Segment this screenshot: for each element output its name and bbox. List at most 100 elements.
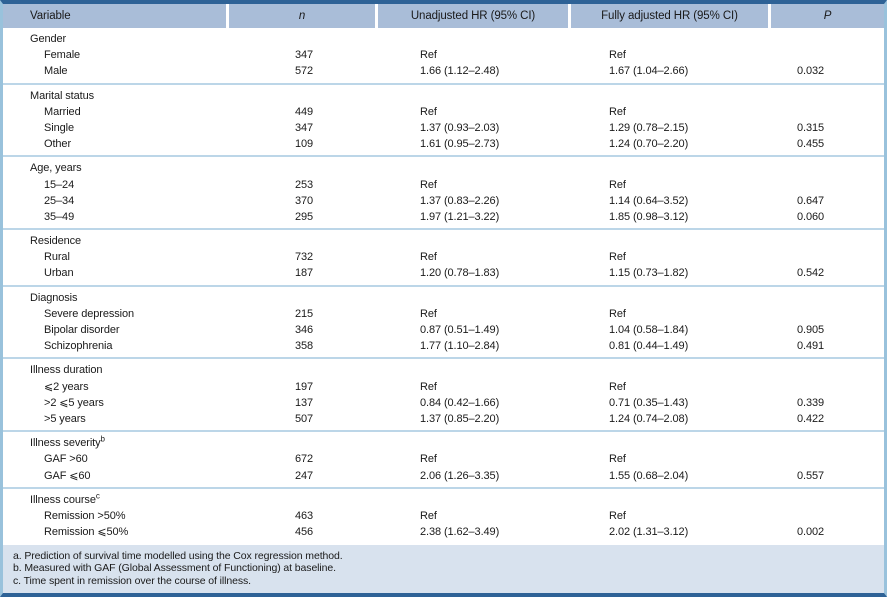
unadjusted-hr-value: Ref [420,307,437,320]
table-row: Remission >50% 463 Ref Ref [3,508,884,524]
section-divider [3,357,884,360]
section-divider [3,82,884,85]
p-value: 0.905 [797,324,825,336]
column-header-n: n [229,4,375,28]
group-row: Age, years [3,160,884,176]
table-section: Illness severityb GAF >60 672 Ref Ref GAF ⩽60… [3,432,884,487]
unadjusted-hr-value: 1.37 (0.93–2.03) [420,121,500,134]
table-section: Residence Rural 732 Ref Ref Urban 187 1.20 (0.7… [3,230,884,285]
n-value: 347 [295,49,314,62]
group-label: Marital status [30,89,95,102]
group-label: Age, years [30,162,82,175]
row-label: Female [44,49,81,62]
table-row: GAF >60 672 Ref Ref [3,451,884,467]
n-value: 507 [295,412,314,425]
adjusted-hr-value: 0.71 (0.35–1.43) [609,396,689,409]
row-label: >5 years [44,412,86,425]
table-section: Illness duration ⩽2 years 197 Ref Ref >2 ⩽5 y… [3,359,884,430]
row-label: GAF >60 [44,453,88,466]
table-row: Single 347 1.37 (0.93–2.03) 1.29 (0.78–2.15… [3,120,884,136]
p-value: 0.557 [797,469,825,482]
adjusted-hr-value: 2.02 (1.31–3.12) [609,526,689,539]
n-value: 449 [295,105,314,118]
n-value: 463 [295,509,314,522]
unadjusted-hr-value: Ref [420,453,437,466]
unadjusted-hr-value: 1.20 (0.78–1.83) [420,267,500,280]
adjusted-hr-value: 1.15 (0.73–1.82) [609,267,689,280]
table-row: Male 572 1.66 (1.12–2.48) 1.67 (1.04–2.66) 0… [3,63,884,79]
p-value: 0.002 [797,526,825,539]
n-value: 295 [295,210,314,223]
table-row: Urban 187 1.20 (0.78–1.83) 1.15 (0.73–1.82)… [3,265,884,281]
table-footnotes: a. Prediction of survival time modelled … [3,544,884,593]
n-value: 672 [295,453,314,466]
p-value: 0.542 [797,267,825,280]
row-label: Schizophrenia [44,340,113,353]
footnote: a. Prediction of survival time modelled … [13,549,343,562]
section-divider [3,486,884,489]
adjusted-hr-value: Ref [609,178,626,191]
table-row: >2 ⩽5 years 137 0.84 (0.42–1.66) 0.71 (0.35… [3,395,884,411]
table-row: ⩽2 years 197 Ref Ref [3,379,884,395]
column-header-fully-adjusted-hr: Fully adjusted HR (95% CI) [571,4,768,28]
p-value [771,104,884,120]
n-value: 346 [295,324,314,336]
footnote-marker: c [95,491,100,501]
table-row: Bipolar disorder 346 0.87 (0.51–1.49) 1.04 … [3,322,884,338]
group-row: Illness severityb [3,435,884,451]
group-label: Illness severityb [30,434,105,450]
footnote: b. Measured with GAF (Global Assessment … [13,562,336,575]
n-value: 247 [295,469,314,482]
unadjusted-hr-value: Ref [420,105,437,118]
group-label: Gender [30,33,67,45]
n-value: 137 [295,396,314,409]
adjusted-hr-value: Ref [609,105,626,118]
p-value: 0.060 [797,210,825,223]
p-value: 0.647 [797,194,825,207]
n-value: 347 [295,121,314,134]
footnote: c. Time spent in remission over the cour… [13,575,251,588]
table-row: Schizophrenia 358 1.77 (1.10–2.84) 0.81 (0.… [3,338,884,354]
adjusted-hr-value: 1.14 (0.64–3.52) [609,194,689,207]
table-row: Female 347 Ref Ref [3,47,884,63]
table-row: Remission ⩽50% 456 2.38 (1.62–3.49) 2.02 (1… [3,524,884,540]
row-label: >2 ⩽5 years [44,396,104,409]
p-value: 0.455 [797,138,825,151]
group-row: Illness coursec [3,492,884,508]
unadjusted-hr-value: 1.61 (0.95–2.73) [420,138,500,151]
table-row: Married 449 Ref Ref [3,104,884,120]
p-value [771,508,884,524]
row-label: Rural [44,251,70,264]
table-row: Severe depression 215 Ref Ref [3,306,884,322]
table-row: 35–49 295 1.97 (1.21–3.22) 1.85 (0.98–3.12)… [3,209,884,225]
n-value: 253 [295,178,314,191]
row-label: Male [44,65,68,78]
adjusted-hr-value: 1.29 (0.78–2.15) [609,121,689,134]
adjusted-hr-value: Ref [609,380,626,393]
n-value: 187 [295,267,314,280]
row-label: 25–34 [44,194,75,207]
p-value [771,177,884,193]
row-label: GAF ⩽60 [44,469,91,482]
n-value: 109 [295,138,314,151]
n-value: 572 [295,65,314,78]
p-value [771,451,884,467]
adjusted-hr-value: 1.67 (1.04–2.66) [609,65,689,78]
column-header-p: P [771,4,884,28]
row-label: Other [44,138,72,151]
table-section: Marital status Married 449 Ref Ref Single 347 1… [3,85,884,156]
group-label: Illness coursec [30,491,100,506]
unadjusted-hr-value: 2.06 (1.26–3.35) [420,469,500,482]
row-label: Single [44,121,74,134]
unadjusted-hr-value: 1.37 (0.85–2.20) [420,412,500,425]
table-row: 15–24 253 Ref Ref [3,177,884,193]
group-row: Marital status [3,88,884,104]
table-row: GAF ⩽60 247 2.06 (1.26–3.35) 1.55 (0.68–2.0… [3,468,884,484]
unadjusted-hr-value: Ref [420,380,437,393]
row-label: Severe depression [44,307,135,320]
n-value: 370 [295,194,314,207]
unadjusted-hr-value: Ref [420,251,437,264]
p-value [771,306,884,322]
unadjusted-hr-value: 0.84 (0.42–1.66) [420,396,500,409]
